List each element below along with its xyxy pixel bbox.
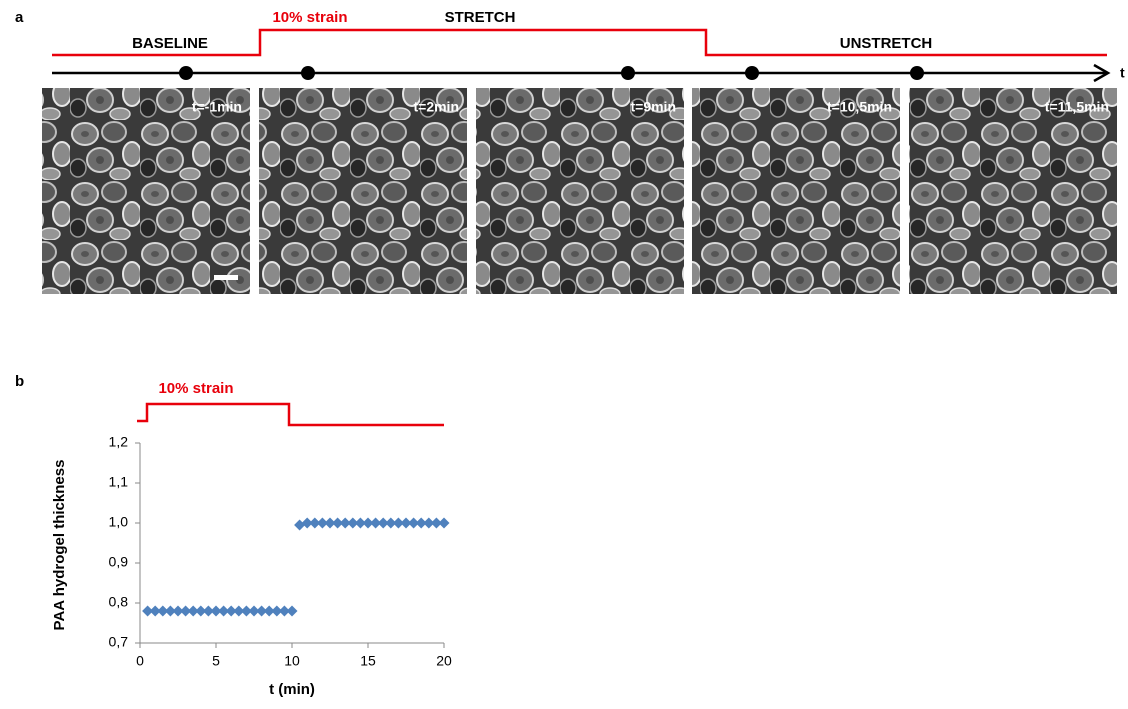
y-tick-label: 0,7 — [109, 634, 129, 650]
x-tick-label: 15 — [360, 653, 376, 669]
phase-label: STRETCH — [445, 9, 516, 26]
scale-bar — [214, 275, 238, 280]
x-axis-title: t (min) — [269, 681, 315, 698]
x-tick-label: 20 — [436, 653, 452, 669]
time-point — [745, 66, 759, 80]
time-point — [621, 66, 635, 80]
y-tick-label: 1,0 — [109, 514, 129, 530]
microscopy-image — [259, 88, 467, 294]
y-tick-label: 1,2 — [109, 434, 129, 450]
strain-label: 10% strain — [158, 380, 233, 397]
panel-label: a — [15, 9, 24, 26]
data-point — [287, 606, 298, 617]
microscopy-image — [909, 88, 1117, 294]
y-tick-label: 0,9 — [109, 554, 129, 570]
time-label: t=10,5min — [827, 99, 892, 115]
image-row: t=-1min t=2min t=9min t=10,5min t=11,5min — [42, 66, 1117, 294]
microscopy-image — [476, 88, 684, 294]
figure: a 10% strain BASELINE STRETCH UNSTRETCH … — [0, 0, 1128, 704]
time-label: t=2min — [413, 99, 459, 115]
y-tick-label: 1,1 — [109, 474, 129, 490]
panel-label: b — [15, 373, 24, 390]
y-tick-label: 0,8 — [109, 594, 129, 610]
data-point — [439, 518, 450, 529]
data-point — [294, 520, 305, 531]
time-label: t=9min — [630, 99, 676, 115]
time-label: t=11,5min — [1045, 99, 1109, 115]
y-axis-title: PAA hydrogel thickness — [51, 460, 68, 631]
timeline-label: t — [1120, 65, 1125, 81]
x-tick-label: 0 — [136, 653, 144, 669]
microscopy-image — [692, 88, 900, 294]
time-label: t=-1min — [192, 99, 242, 115]
x-tick-label: 10 — [284, 653, 300, 669]
strain-line — [52, 30, 1107, 55]
phase-label: BASELINE — [132, 35, 208, 52]
time-point — [179, 66, 193, 80]
time-point — [301, 66, 315, 80]
strain-label: 10% strain — [272, 9, 347, 26]
x-tick-label: 5 — [212, 653, 220, 669]
microscopy-image — [42, 88, 250, 294]
plot: 0,7 0,8 0,9 1,0 1,1 1,2 0 5 10 15 20 — [109, 434, 452, 669]
phase-label: UNSTRETCH — [840, 35, 933, 52]
strain-line — [137, 404, 444, 425]
time-point — [910, 66, 924, 80]
